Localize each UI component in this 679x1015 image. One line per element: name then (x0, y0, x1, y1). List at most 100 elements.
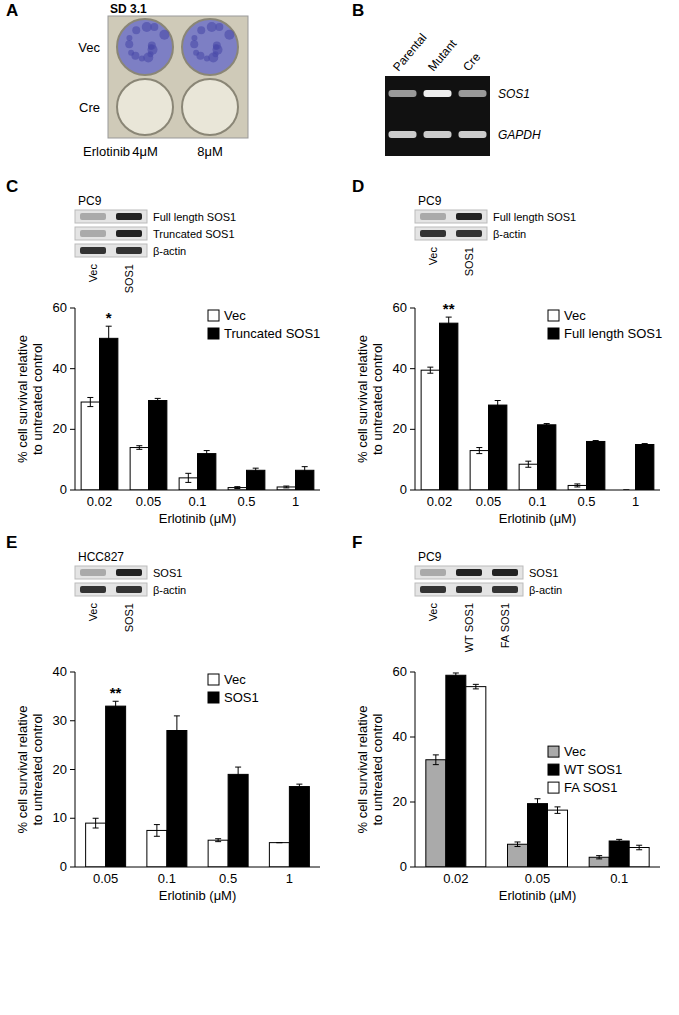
band-label: β-actin (493, 228, 526, 240)
error-cap (253, 472, 259, 473)
colony (125, 40, 133, 48)
y-tick (410, 308, 415, 309)
error-line (238, 767, 239, 782)
panel-label: A (6, 1, 18, 20)
y-tick-label: 0 (400, 482, 407, 497)
legend-label: Vec (224, 308, 246, 323)
error-cap (283, 486, 289, 487)
blot-band (420, 569, 446, 576)
error-cap (473, 688, 479, 689)
significance: * (106, 309, 112, 326)
bar (636, 445, 654, 491)
colony (190, 40, 198, 48)
x-tick-label: 0.05 (476, 494, 501, 509)
bar (81, 402, 99, 490)
y-tick (70, 867, 75, 868)
error-cap (555, 806, 561, 807)
marks (81, 326, 314, 490)
error-line (95, 818, 96, 828)
panel-label: C (6, 177, 18, 196)
bar (247, 470, 265, 490)
blot-band (116, 213, 142, 220)
y-axis (415, 308, 416, 490)
lane-label: FA SOS1 (499, 603, 511, 648)
blot-band (456, 569, 482, 576)
error-cap (276, 842, 282, 843)
blot-band (492, 586, 518, 593)
x-tick-label: 1 (292, 494, 299, 509)
lane-label: SOS1 (123, 264, 135, 293)
legend-swatch (548, 328, 559, 339)
blot-strip (415, 566, 523, 579)
background (0, 0, 679, 1015)
error-line (90, 397, 91, 406)
error-line (156, 825, 157, 837)
error-cap (136, 449, 142, 450)
error-bar (296, 784, 302, 789)
legend-swatch (208, 310, 219, 321)
error-bar (113, 701, 119, 711)
band-label: β-actin (529, 584, 562, 596)
x-axis-label: Erlotinib (μM) (499, 888, 577, 903)
legend-swatch (208, 674, 219, 685)
blot-band (420, 213, 446, 220)
colony (126, 35, 132, 41)
bar (587, 441, 605, 490)
x-tick-label: 1 (286, 871, 293, 886)
error-cap (596, 858, 602, 859)
error-cap (155, 398, 161, 399)
y-tick-label: 60 (393, 300, 407, 315)
error-bar (185, 473, 191, 482)
blot-strip (75, 210, 147, 223)
blot-band (456, 213, 482, 220)
error-cap (525, 461, 531, 462)
error-line (157, 398, 158, 402)
lane-label: SOS1 (123, 603, 135, 632)
legend-swatch (548, 746, 559, 757)
bar (629, 848, 649, 868)
y-axis-label: % cell survival relative (15, 335, 30, 463)
error-bar (174, 716, 180, 745)
error-cap (185, 473, 191, 474)
colony (143, 52, 153, 62)
x-tick-label: 0.5 (219, 871, 237, 886)
blot-band (492, 569, 518, 576)
error-cap (544, 423, 550, 424)
error-bar (574, 484, 580, 487)
blot-band (116, 586, 142, 593)
colony (224, 30, 234, 40)
y-tick-label: 20 (393, 421, 407, 436)
colony (191, 35, 197, 41)
error-cap (154, 836, 160, 837)
error-cap (93, 828, 99, 829)
y-tick-label: 20 (393, 794, 407, 809)
error-cap (235, 767, 241, 768)
y-tick (70, 769, 75, 770)
legend-swatch (208, 692, 219, 703)
y-tick-label: 30 (53, 713, 67, 728)
y-tick-label: 0 (60, 482, 67, 497)
dose-label: 8μM (197, 144, 223, 159)
error-line (528, 461, 529, 467)
cell-line-label: PC9 (418, 194, 442, 208)
error-cap (446, 329, 452, 330)
y-tick-label: 10 (53, 810, 67, 825)
well (182, 79, 238, 135)
gel (385, 76, 490, 156)
error-cap (106, 350, 112, 351)
marks (421, 317, 654, 490)
error-cap (642, 445, 648, 446)
x-tick-label: 0.05 (93, 871, 118, 886)
error-bar (234, 487, 240, 489)
y-axis-label: % cell survival relative (355, 335, 370, 463)
x-tick-label: 0.1 (158, 871, 176, 886)
y-axis-label: to untreated control (30, 343, 45, 455)
band-label: SOS1 (529, 567, 558, 579)
y-axis-label: % cell survival relative (355, 706, 370, 834)
x-tick-label: 0.02 (427, 494, 452, 509)
blot-band (80, 586, 106, 593)
error-line (108, 326, 109, 350)
error-cap (155, 402, 161, 403)
error-line (188, 473, 189, 482)
error-cap (87, 406, 93, 407)
